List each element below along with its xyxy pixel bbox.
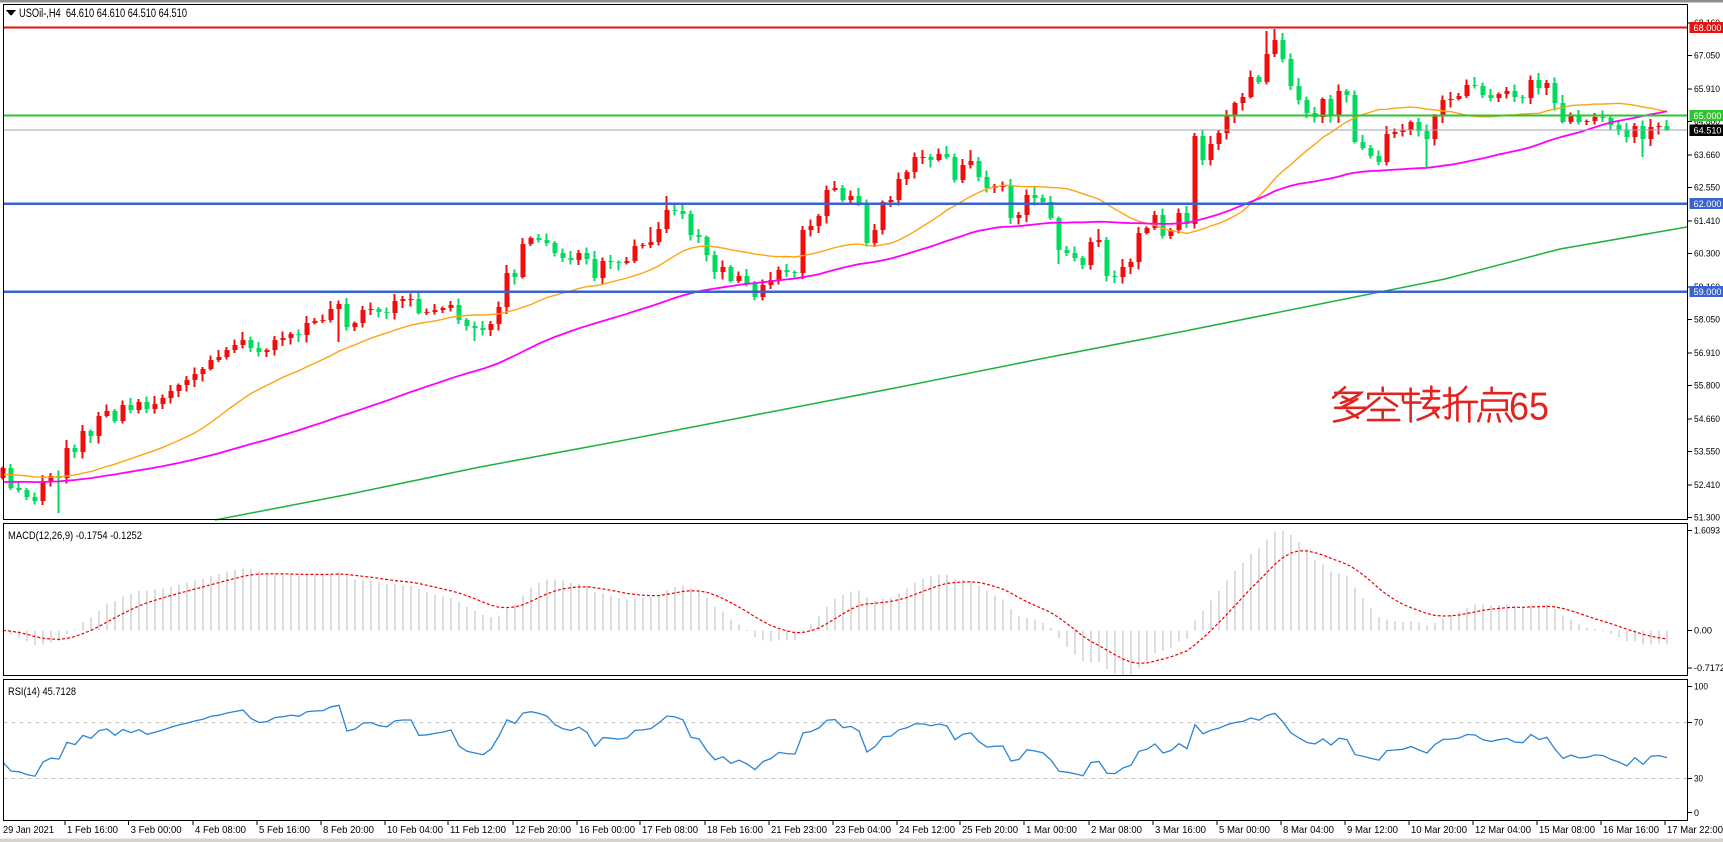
svg-text:3 Feb 00:00: 3 Feb 00:00 [131, 824, 182, 836]
svg-text:MACD(12,26,9) -0.1754 -0.1252: MACD(12,26,9) -0.1754 -0.1252 [8, 530, 142, 542]
svg-text:21 Feb 23:00: 21 Feb 23:00 [771, 824, 827, 836]
svg-text:11 Feb 12:00: 11 Feb 12:00 [450, 824, 506, 836]
svg-text:5 Feb 16:00: 5 Feb 16:00 [259, 824, 310, 836]
svg-text:5 Mar 00:00: 5 Mar 00:00 [1219, 824, 1270, 836]
svg-text:0: 0 [1694, 808, 1699, 819]
svg-text:60.300: 60.300 [1694, 249, 1720, 260]
svg-text:12 Mar 04:00: 12 Mar 04:00 [1475, 824, 1531, 836]
svg-text:65.910: 65.910 [1694, 84, 1720, 95]
svg-text:62.000: 62.000 [1694, 199, 1722, 210]
svg-text:23 Feb 04:00: 23 Feb 04:00 [835, 824, 891, 836]
svg-text:9 Mar 12:00: 9 Mar 12:00 [1347, 824, 1398, 836]
svg-text:10 Mar 20:00: 10 Mar 20:00 [1411, 824, 1467, 836]
svg-text:18 Feb 16:00: 18 Feb 16:00 [707, 824, 763, 836]
svg-text:62.550: 62.550 [1694, 183, 1720, 194]
svg-text:15 Mar 08:00: 15 Mar 08:00 [1539, 824, 1595, 836]
svg-text:1.6093: 1.6093 [1694, 526, 1720, 537]
svg-text:8 Feb 20:00: 8 Feb 20:00 [323, 824, 374, 836]
svg-text:56.910: 56.910 [1694, 348, 1720, 359]
svg-text:54.660: 54.660 [1694, 414, 1720, 425]
svg-text:68.000: 68.000 [1694, 23, 1722, 34]
svg-text:16 Mar 16:00: 16 Mar 16:00 [1603, 824, 1659, 836]
svg-text:16 Feb 00:00: 16 Feb 00:00 [579, 824, 635, 836]
svg-text:-0.7172: -0.7172 [1694, 663, 1723, 674]
svg-text:USOil-,H4 64.610 64.610 64.51: USOil-,H4 64.610 64.610 64.510 64.510 [19, 8, 187, 20]
svg-text:3 Mar 16:00: 3 Mar 16:00 [1155, 824, 1206, 836]
svg-text:53.550: 53.550 [1694, 447, 1720, 458]
svg-text:1 Feb 16:00: 1 Feb 16:00 [67, 824, 118, 836]
svg-text:10 Feb 04:00: 10 Feb 04:00 [387, 824, 443, 836]
svg-text:30: 30 [1694, 774, 1703, 785]
svg-text:2 Mar 08:00: 2 Mar 08:00 [1091, 824, 1142, 836]
svg-text:63.660: 63.660 [1694, 150, 1720, 161]
svg-text:61.410: 61.410 [1694, 216, 1720, 227]
svg-text:4 Feb 08:00: 4 Feb 08:00 [195, 824, 246, 836]
svg-text:17 Feb 08:00: 17 Feb 08:00 [642, 824, 698, 836]
svg-text:12 Feb 20:00: 12 Feb 20:00 [515, 824, 571, 836]
svg-text:65: 65 [1509, 386, 1549, 429]
svg-text:17 Mar 22:00: 17 Mar 22:00 [1667, 824, 1723, 836]
svg-text:0.00: 0.00 [1694, 626, 1712, 637]
svg-text:1 Mar 00:00: 1 Mar 00:00 [1026, 824, 1077, 836]
svg-text:70: 70 [1694, 718, 1703, 729]
svg-text:24 Feb 12:00: 24 Feb 12:00 [899, 824, 955, 836]
svg-text:100: 100 [1694, 682, 1708, 693]
svg-text:RSI(14) 45.7128: RSI(14) 45.7128 [8, 686, 76, 698]
svg-text:65.000: 65.000 [1694, 111, 1722, 122]
svg-text:64.800: 64.800 [1694, 117, 1720, 128]
svg-text:25 Feb 20:00: 25 Feb 20:00 [962, 824, 1018, 836]
svg-text:51.300: 51.300 [1694, 513, 1720, 524]
svg-text:29 Jan 2021: 29 Jan 2021 [3, 824, 54, 836]
svg-text:8 Mar 04:00: 8 Mar 04:00 [1283, 824, 1334, 836]
svg-text:59.000: 59.000 [1694, 287, 1722, 298]
svg-text:55.800: 55.800 [1694, 381, 1720, 392]
svg-text:64.510: 64.510 [1694, 126, 1722, 137]
svg-text:67.050: 67.050 [1694, 51, 1720, 62]
svg-text:52.410: 52.410 [1694, 480, 1720, 491]
svg-text:58.050: 58.050 [1694, 315, 1720, 326]
